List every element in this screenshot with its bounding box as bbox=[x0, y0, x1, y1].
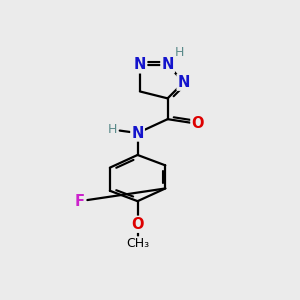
Text: N: N bbox=[134, 57, 146, 72]
Text: N: N bbox=[131, 125, 144, 140]
Text: H: H bbox=[107, 123, 117, 136]
Text: F: F bbox=[75, 194, 85, 209]
Text: N: N bbox=[161, 57, 174, 72]
Text: CH₃: CH₃ bbox=[126, 237, 149, 250]
Text: O: O bbox=[131, 217, 144, 232]
Text: O: O bbox=[191, 116, 204, 131]
Text: N: N bbox=[178, 75, 190, 90]
Text: H: H bbox=[175, 46, 184, 59]
